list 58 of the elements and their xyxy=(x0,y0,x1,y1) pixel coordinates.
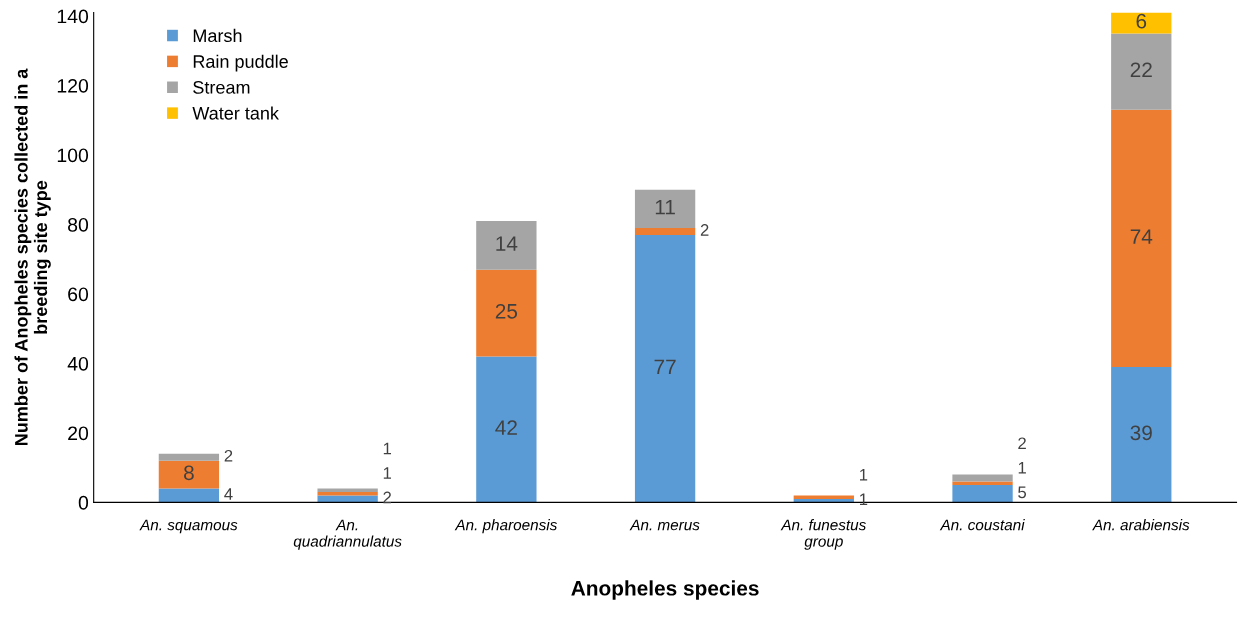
data-label: 2 xyxy=(383,491,391,504)
y-tick-label: 20 xyxy=(68,426,89,441)
legend-label: Rain puddle xyxy=(193,54,288,72)
bar xyxy=(158,460,220,489)
data-label: 14 xyxy=(496,236,518,251)
data-label: 22 xyxy=(1130,62,1152,78)
data-label: 2 xyxy=(1018,437,1026,450)
legend-label: Marsh xyxy=(193,28,242,43)
bar xyxy=(158,453,220,461)
data-label: 39 xyxy=(1130,425,1152,441)
y-axis-title: Number of Anopheles species collected in a breeding site type xyxy=(14,68,51,446)
bar xyxy=(1111,109,1172,367)
legend-label: Water tank xyxy=(192,106,279,120)
data-label: 1 xyxy=(1018,462,1026,474)
x-tick-label: An. merus xyxy=(629,519,700,531)
data-label: 77 xyxy=(654,359,676,375)
x-axis-title: Anopheles species xyxy=(571,580,759,600)
bar xyxy=(476,221,537,270)
bar xyxy=(1111,366,1172,503)
data-label: 1 xyxy=(383,442,392,455)
bar xyxy=(317,495,378,503)
bar xyxy=(952,474,1013,482)
data-label: 8 xyxy=(184,465,194,481)
bar xyxy=(634,227,696,235)
data-label: 2 xyxy=(224,449,233,462)
data-label: 2 xyxy=(700,224,709,236)
x-tick-label: An. coustani xyxy=(939,519,1025,531)
data-label: 25 xyxy=(495,303,518,319)
y-tick-label: 120 xyxy=(57,78,89,93)
bar xyxy=(158,488,220,503)
y-tick-label: 80 xyxy=(68,217,89,232)
data-label: 11 xyxy=(655,199,675,215)
y-tick-label: 140 xyxy=(57,9,89,24)
data-label: 74 xyxy=(1130,229,1153,244)
data-label: 4 xyxy=(224,488,233,500)
y-tick-label: 60 xyxy=(68,287,89,302)
bar xyxy=(634,189,696,228)
x-tick-label: An. quadriannulatus xyxy=(293,519,402,550)
data-label: 42 xyxy=(495,420,517,435)
bar xyxy=(476,356,537,503)
bar xyxy=(793,495,854,499)
x-tick-label: An. pharoensis xyxy=(454,519,558,534)
x-tick-label: An. funestus group xyxy=(780,519,866,550)
data-label: 1 xyxy=(860,469,868,481)
bar xyxy=(952,485,1013,503)
legend-label: Stream xyxy=(193,81,250,94)
bar xyxy=(634,234,696,503)
bar xyxy=(1111,12,1172,34)
bar xyxy=(1111,33,1172,110)
data-label: 6 xyxy=(1136,13,1147,29)
bar xyxy=(476,269,537,357)
data-label: 1 xyxy=(383,467,392,479)
x-tick-label: An. arabiensis xyxy=(1092,519,1190,531)
data-label: 5 xyxy=(1018,486,1027,499)
x-tick-label: An. squamous xyxy=(139,519,238,534)
y-tick-label: 0 xyxy=(78,495,89,510)
y-tick-label: 40 xyxy=(67,356,89,371)
y-tick-label: 100 xyxy=(57,148,89,163)
